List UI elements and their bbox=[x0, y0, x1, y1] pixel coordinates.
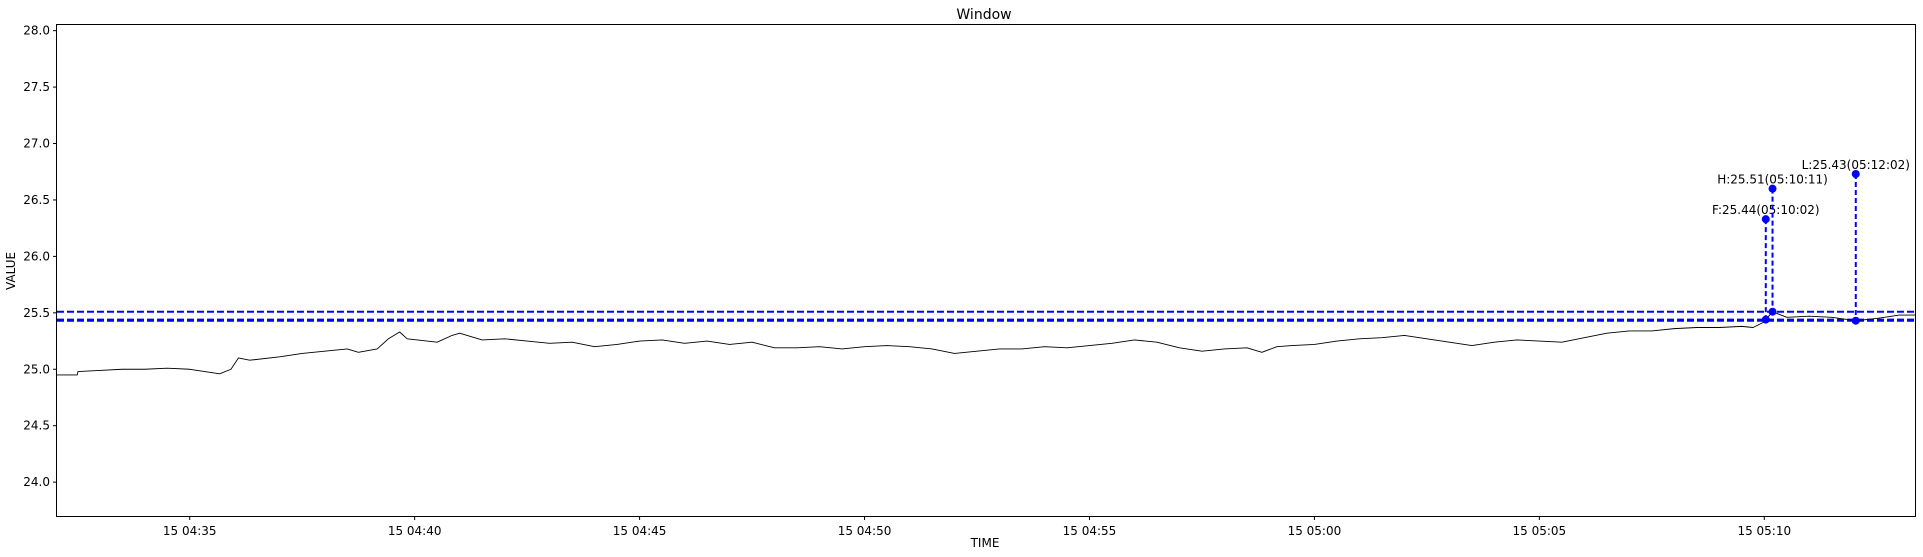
y-tick-label: 26.5 bbox=[23, 193, 50, 207]
y-axis: 24.0 24.5 25.0 25.5 26.0 26.5 27.0 27.5 28.0 bbox=[23, 24, 57, 489]
y-tick-label: 25.0 bbox=[23, 362, 50, 376]
x-tick-label: 15 05:05 bbox=[1513, 524, 1567, 538]
x-tick-label: 15 04:50 bbox=[838, 524, 892, 538]
annotations: F:25.44(05:10:02) H:25.51(05:10:11)L:25.4… bbox=[1712, 158, 1910, 325]
x-axis: 15 04:35 15 04:40 15 04:45 15 04:50 15 04:55… bbox=[163, 516, 1791, 538]
plot-area-frame bbox=[56, 24, 1916, 517]
annotation-marker bbox=[1761, 215, 1770, 224]
annotation-point bbox=[1761, 315, 1770, 324]
y-tick-label: 27.0 bbox=[23, 137, 50, 151]
y-tick-label: 24.5 bbox=[23, 419, 50, 433]
x-tick-label: 15 05:10 bbox=[1737, 524, 1791, 538]
annotation-point bbox=[1851, 316, 1860, 325]
annotation-label: L:25.43(05:12:02) bbox=[1802, 158, 1910, 172]
annotation-marker bbox=[1768, 184, 1777, 193]
reference-lines bbox=[57, 310, 1915, 322]
x-tick-label: 15 04:45 bbox=[613, 524, 667, 538]
annotation-point bbox=[1768, 307, 1777, 316]
chart-title: Window bbox=[956, 7, 1011, 23]
annotation-label: F:25.44(05:10:02) bbox=[1712, 203, 1820, 217]
y-axis-label: VALUE bbox=[4, 252, 18, 290]
y-tick-label: 24.0 bbox=[23, 475, 50, 489]
annotation-marker bbox=[1851, 169, 1860, 178]
x-tick-label: 15 05:00 bbox=[1288, 524, 1342, 538]
x-axis-label: TIME bbox=[970, 536, 1000, 550]
y-tick-label: 25.5 bbox=[23, 306, 50, 320]
x-tick-label: 15 04:35 bbox=[163, 524, 217, 538]
y-tick-label: 27.5 bbox=[23, 80, 50, 94]
annotation-label: H:25.51(05:10:11) bbox=[1717, 173, 1828, 187]
series-group bbox=[57, 311, 1915, 376]
series-line bbox=[57, 311, 1915, 376]
x-tick-label: 15 04:55 bbox=[1063, 524, 1117, 538]
x-tick-label: 15 04:40 bbox=[388, 524, 442, 538]
y-tick-label: 28.0 bbox=[23, 24, 50, 38]
y-tick-label: 26.0 bbox=[23, 249, 50, 263]
